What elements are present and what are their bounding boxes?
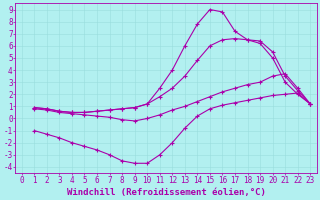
X-axis label: Windchill (Refroidissement éolien,°C): Windchill (Refroidissement éolien,°C) <box>67 188 266 197</box>
